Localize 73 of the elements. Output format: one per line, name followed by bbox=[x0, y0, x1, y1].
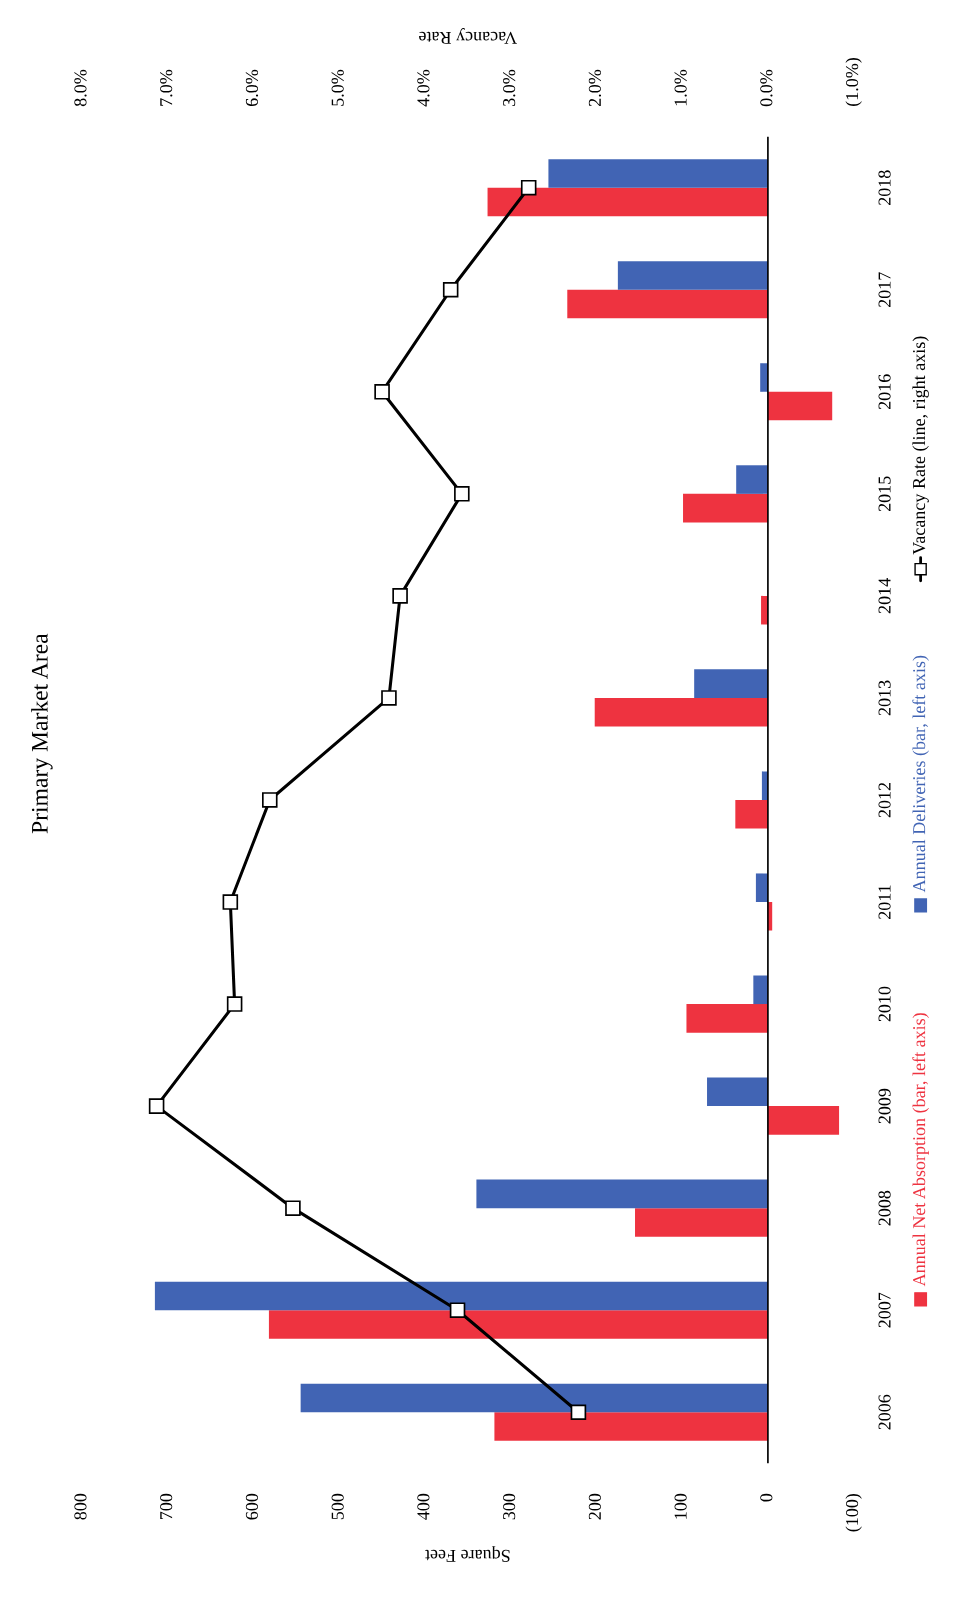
x-tick-label: 700 bbox=[160, 1493, 173, 1520]
y-tick-label: 2017 bbox=[878, 272, 891, 308]
x2-tick-label: 7.0% bbox=[160, 69, 173, 106]
point bbox=[374, 384, 390, 400]
point bbox=[442, 281, 459, 298]
bar bbox=[635, 1208, 768, 1237]
x-tick-label: (100) bbox=[845, 1493, 862, 1532]
text: Annual Net Absorption (bar, left axis) bbox=[912, 1013, 929, 1287]
point bbox=[285, 1200, 301, 1216]
y-tick-label: 2012 bbox=[878, 782, 891, 818]
y-tick-label: 2007 bbox=[878, 1292, 891, 1328]
x-tick-label: 0 bbox=[760, 1493, 773, 1502]
bar bbox=[694, 669, 768, 698]
bar bbox=[268, 1310, 768, 1339]
x2-tick-label: 1.0% bbox=[674, 69, 687, 106]
y-tick-label: 2006 bbox=[878, 1394, 891, 1430]
point bbox=[261, 792, 278, 808]
bar bbox=[617, 261, 768, 290]
point bbox=[381, 690, 397, 706]
bar bbox=[487, 187, 768, 217]
x2-tick-label: 4.0% bbox=[417, 69, 430, 107]
x-tick-label: 400 bbox=[417, 1493, 430, 1520]
x-tick-label: 300 bbox=[503, 1493, 516, 1520]
bar bbox=[476, 1179, 768, 1209]
x-axis-title: Square Feet bbox=[425, 1546, 510, 1562]
x-tick-label: 500 bbox=[331, 1493, 344, 1520]
bar bbox=[736, 465, 768, 494]
y-tick-label: 2016 bbox=[878, 374, 891, 410]
y-tick-label: 2015 bbox=[878, 476, 891, 512]
bar bbox=[567, 289, 768, 319]
point bbox=[148, 1098, 165, 1114]
text: Vacancy Rate (line, right axis) bbox=[912, 336, 929, 555]
x2-axis-title: Vacancy Rate bbox=[419, 28, 517, 44]
point bbox=[226, 996, 243, 1012]
bar bbox=[767, 1106, 840, 1135]
bar bbox=[154, 1281, 768, 1311]
x-tick-label: 800 bbox=[74, 1493, 87, 1520]
bar bbox=[494, 1412, 768, 1441]
bar bbox=[548, 159, 768, 188]
x-tick-label: 200 bbox=[588, 1493, 601, 1520]
x2-tick-label: (1.0%) bbox=[845, 57, 862, 107]
bar bbox=[686, 1004, 768, 1033]
y-tick-label: 2018 bbox=[878, 170, 891, 205]
point bbox=[392, 588, 408, 604]
bar bbox=[594, 697, 768, 727]
x2-tick-label: 5.0% bbox=[331, 69, 344, 106]
bar bbox=[707, 1077, 768, 1107]
y-tick-label: 2008 bbox=[878, 1190, 891, 1226]
y-tick-label: 2010 bbox=[878, 986, 891, 1022]
x2-tick-label: 0.0% bbox=[760, 69, 773, 107]
x-tick-label: 100 bbox=[674, 1493, 687, 1519]
point bbox=[570, 1404, 587, 1421]
bar bbox=[683, 493, 768, 523]
bar bbox=[300, 1383, 768, 1413]
y-tick-label: 2009 bbox=[878, 1088, 891, 1124]
x2-tick-label: 8.0% bbox=[74, 69, 87, 107]
x2-tick-label: 3.0% bbox=[503, 69, 516, 106]
bar bbox=[735, 799, 768, 829]
bar bbox=[755, 873, 768, 903]
y-tick-label: 2013 bbox=[878, 680, 891, 716]
point bbox=[520, 179, 537, 196]
x2-tick-label: 6.0% bbox=[245, 69, 259, 107]
text: Annual Deliveries (bar, left axis) bbox=[912, 655, 929, 893]
y-tick-label: 2011 bbox=[878, 885, 891, 919]
y-tick-label: 2014 bbox=[878, 578, 891, 614]
x2-tick-label: 2.0% bbox=[588, 69, 602, 107]
point bbox=[449, 1302, 466, 1318]
point bbox=[222, 894, 239, 910]
bar bbox=[753, 975, 768, 1005]
point bbox=[454, 486, 470, 502]
text: Primary Market Area bbox=[31, 633, 53, 834]
x-tick-label: 600 bbox=[245, 1493, 259, 1520]
bar bbox=[767, 391, 833, 421]
